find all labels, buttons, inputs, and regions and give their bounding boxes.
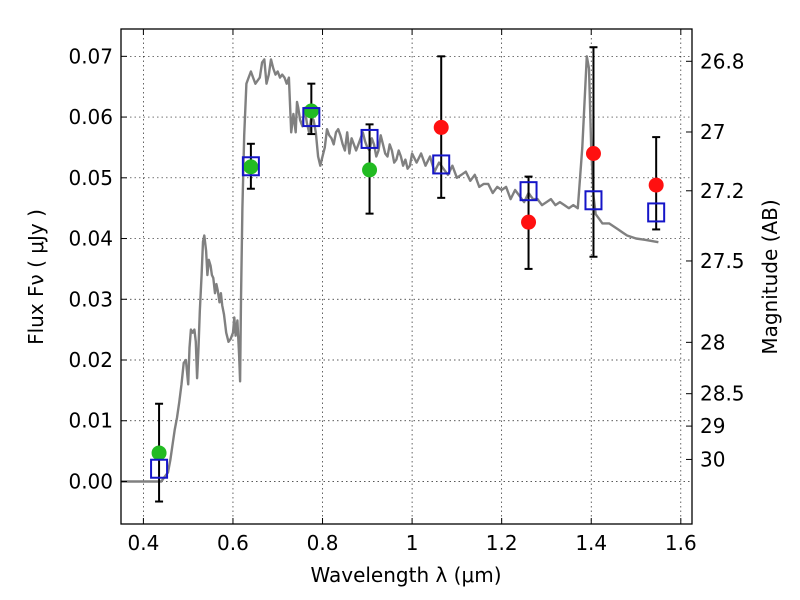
right-tick-label: 27 — [700, 120, 725, 144]
x-axis-label: Wavelength λ (μm) — [310, 563, 501, 587]
synthetic-photometry-square — [241, 156, 260, 177]
upper-limit-point — [521, 214, 537, 230]
x-tick-label: 0.8 — [307, 531, 339, 555]
plot-frame — [120, 28, 693, 525]
synthetic-photometry-square — [302, 107, 321, 128]
grid — [121, 29, 692, 524]
y-tick-label: 0.03 — [68, 287, 113, 311]
x-tick-label: 1.2 — [486, 531, 518, 555]
x-tick-label: 0.6 — [217, 531, 249, 555]
right-axis-label: Magnitude (AB) — [758, 199, 782, 354]
x-tick-label: 1.4 — [575, 531, 607, 555]
y-axis-label: Flux Fν ( μJy ) — [24, 209, 48, 345]
right-tick-label: 27.2 — [700, 179, 745, 203]
synthetic-photometry-square — [647, 202, 666, 223]
detection-point — [243, 159, 259, 175]
right-tick-label: 28.5 — [700, 382, 745, 406]
synthetic-photometry-square — [150, 458, 169, 479]
synthetic-photometry-square — [432, 154, 451, 175]
y-tick-label: 0.06 — [68, 105, 113, 129]
x-tick-label: 1.6 — [665, 531, 697, 555]
ticks: 0.4 0.6 0.8 1 1.2 1.4 1.6 0.00 0.01 0.02 0.03 0.04 0… — [68, 29, 745, 555]
right-tick-label: 29 — [700, 414, 725, 438]
synthetic-photometry-square — [519, 181, 538, 202]
y-tick-label: 0.00 — [68, 469, 113, 493]
right-tick-label: 26.8 — [700, 49, 745, 73]
x-tick-label: 0.4 — [127, 531, 159, 555]
plot-series — [121, 46, 666, 503]
upper-limit-point — [433, 119, 449, 135]
right-tick-label: 28 — [700, 330, 725, 354]
detection-point — [303, 103, 319, 119]
y-tick-label: 0.02 — [68, 348, 113, 372]
detection-point — [362, 162, 378, 178]
right-tick-label: 27.5 — [700, 249, 745, 273]
synthetic-photometry-square — [584, 190, 603, 211]
right-tick-label: 30 — [700, 447, 725, 471]
upper-limit-point — [648, 177, 664, 193]
detection-point — [151, 445, 167, 461]
y-tick-label: 0.01 — [68, 409, 113, 433]
y-tick-label: 0.05 — [68, 166, 113, 190]
y-tick-label: 0.04 — [68, 227, 113, 251]
x-tick-label: 1 — [406, 531, 419, 555]
upper-limit-point — [585, 146, 601, 162]
y-tick-label: 0.07 — [68, 44, 113, 68]
synthetic-photometry-square — [360, 128, 379, 149]
